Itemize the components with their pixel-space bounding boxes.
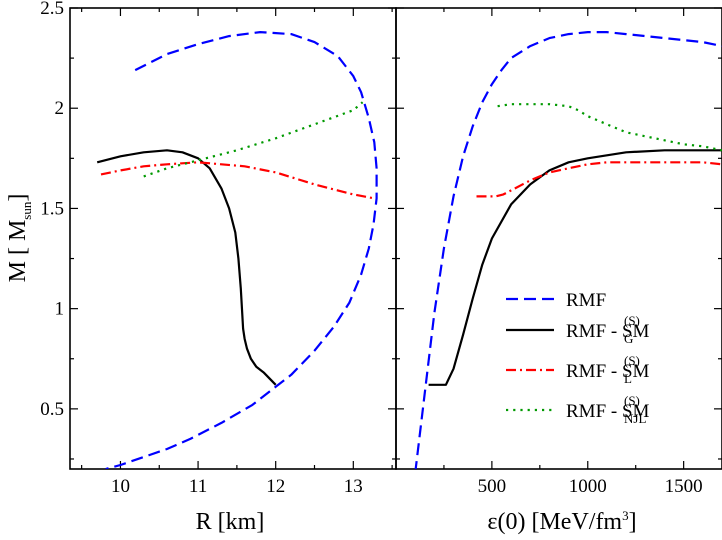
- left-panel-curves: [96, 30, 378, 469]
- series-sm_njl-left: [143, 101, 364, 178]
- right-panel-ticks: 500 1000 1500: [396, 7, 722, 497]
- x-tick-label: 1000: [569, 476, 607, 497]
- legend: RMF RMF - SM(S) G RMF - SM(S) L RMF - SM(S…: [506, 290, 650, 426]
- series-sm_l-left: [100, 161, 375, 200]
- y-tick-label: 0.5: [40, 399, 64, 420]
- series-sm_g-left: [96, 149, 277, 386]
- series-rmf-right: [414, 30, 722, 469]
- x-tick-label: 11: [189, 476, 207, 497]
- series-sm_njl-right: [497, 103, 722, 152]
- series-rmf-left: [105, 30, 378, 469]
- legend-label-sm-g: RMF - SM(S) G: [566, 313, 650, 346]
- x-tick-label: 10: [111, 476, 130, 497]
- series-sm_g-right: [428, 149, 722, 386]
- legend-label-sm-l: RMF - SM(S) L: [566, 353, 650, 386]
- y-tick-label: 1: [55, 299, 65, 320]
- left-panel-ticks: 10 11 12 13 0.5 1 1.5 2 2.5: [40, 0, 396, 497]
- y-tick-label: 1.5: [40, 198, 64, 219]
- x-tick-label: 12: [266, 476, 285, 497]
- y-tick-label: 2: [55, 98, 65, 119]
- left-x-axis-label: R [km]: [196, 509, 265, 535]
- legend-label-rmf: RMF: [566, 290, 606, 311]
- right-panel-frame: [395, 7, 722, 470]
- legend-label-sm-njl: RMF - SM(S) NJL: [566, 393, 650, 426]
- series-sm_l-right: [476, 161, 722, 198]
- y-tick-label: 2.5: [40, 0, 64, 19]
- x-tick-label: 500: [478, 476, 507, 497]
- left-panel-frame: [69, 7, 397, 470]
- right-x-axis-label: ε(0) [MeV/fm3]: [487, 508, 636, 535]
- right-panel-curves: [414, 30, 722, 469]
- x-tick-label: 1500: [665, 476, 703, 497]
- x-tick-label: 13: [344, 476, 363, 497]
- y-axis-label: M [ Msun]: [5, 194, 34, 283]
